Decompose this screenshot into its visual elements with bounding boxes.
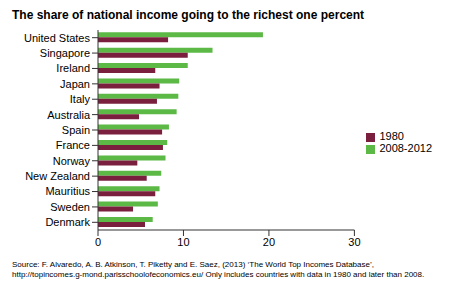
- html-text:2008-2012: 2008-2012: [379, 142, 432, 154]
- svg-text:United States: United States: [24, 32, 91, 44]
- svg-text:Australia: Australia: [47, 109, 91, 121]
- svg-text:Japan: Japan: [60, 78, 90, 90]
- html-text:Source: F. Alvaredo, A. B. Atk: Source: F. Alvaredo, A. B. Atkinson, T. …: [12, 260, 425, 279]
- svg-text:Italy: Italy: [70, 93, 91, 105]
- svg-text:Sweden: Sweden: [50, 201, 90, 213]
- svg-text:France: France: [56, 139, 90, 151]
- svg-text:New Zealand: New Zealand: [25, 170, 90, 182]
- html-text:1980: 1980: [379, 130, 404, 142]
- svg-text:Denmark: Denmark: [45, 216, 90, 228]
- svg-text:0: 0: [95, 236, 101, 248]
- svg-text:20: 20: [263, 236, 275, 248]
- svg-text:Mauritius: Mauritius: [45, 185, 90, 197]
- svg-text:Ireland: Ireland: [56, 62, 90, 74]
- html-text:The share of national income g: The share of national income going to th…: [12, 8, 365, 22]
- svg-text:30: 30: [348, 236, 360, 248]
- svg-text:Norway: Norway: [53, 155, 91, 167]
- svg-text:Spain: Spain: [62, 124, 90, 136]
- svg-text:10: 10: [177, 236, 189, 248]
- svg-text:Singapore: Singapore: [40, 47, 90, 59]
